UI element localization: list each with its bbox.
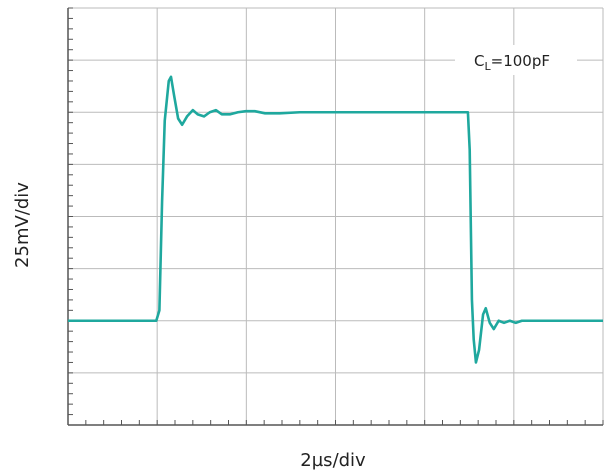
annotation-text: C: [474, 52, 484, 70]
annotation-suffix: =100pF: [491, 52, 550, 70]
annotation: CL=100pF: [474, 52, 550, 73]
annotation-box: [455, 45, 577, 75]
y-axis-label: 25mV/div: [12, 182, 33, 268]
annotation-subscript: L: [484, 60, 491, 73]
waveform: [68, 75, 603, 364]
x-axis-label: 2µs/div: [300, 450, 366, 471]
